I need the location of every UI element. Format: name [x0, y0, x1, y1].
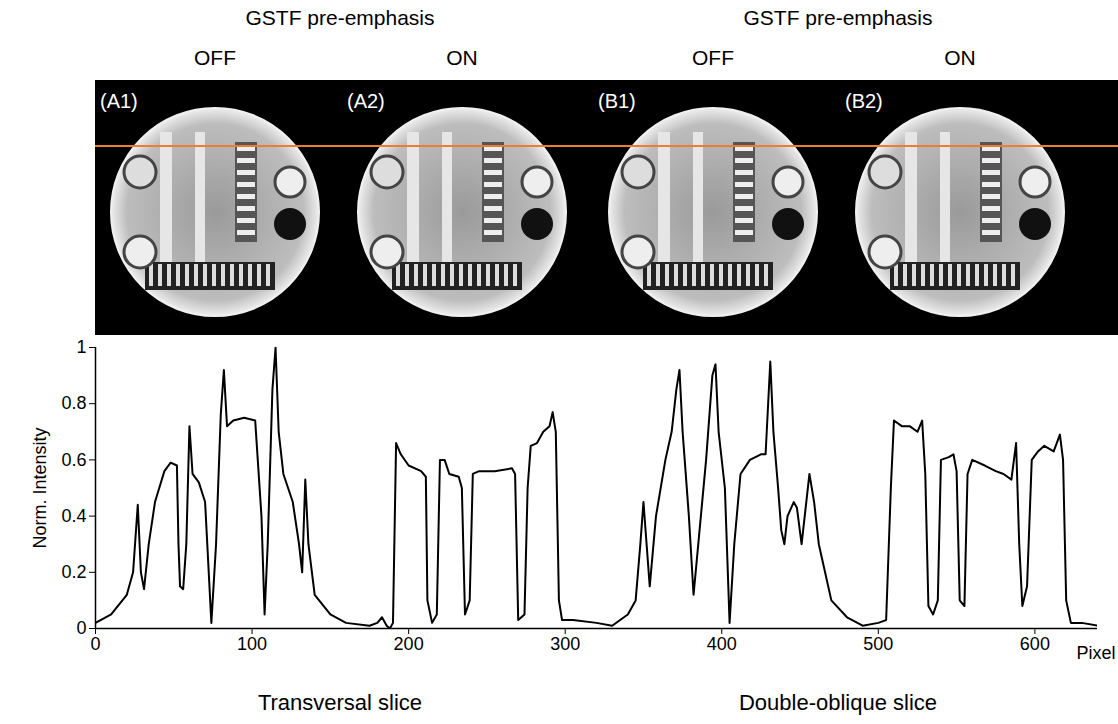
svg-text:(A1): (A1): [100, 90, 138, 112]
svg-text:200: 200: [394, 634, 424, 654]
html-text:OFF: OFF: [692, 46, 734, 69]
svg-text:(B1): (B1): [598, 90, 636, 112]
svg-text:600: 600: [1020, 634, 1050, 654]
html-text:OFF: OFF: [194, 46, 236, 69]
html-text:GSTF pre-emphasis: GSTF pre-emphasis: [743, 6, 933, 29]
svg-text:500: 500: [863, 634, 893, 654]
svg-text:(B2): (B2): [845, 90, 883, 112]
svg-text:0.4: 0.4: [61, 506, 86, 526]
svg-text:300: 300: [550, 634, 580, 654]
html-text:Double-oblique slice: Double-oblique slice: [738, 690, 938, 715]
html-text:Transversal slice: Transversal slice: [257, 690, 423, 715]
svg-text:0.6: 0.6: [61, 450, 86, 470]
svg-text:(A2): (A2): [347, 90, 385, 112]
svg-text:100: 100: [237, 634, 267, 654]
html-text:ON: ON: [446, 46, 478, 69]
svg-text:0: 0: [90, 634, 100, 654]
svg-text:0.2: 0.2: [61, 562, 86, 582]
html-text:ON: ON: [944, 46, 976, 69]
svg-text:400: 400: [707, 634, 737, 654]
svg-text:Pixel: Pixel: [1076, 643, 1115, 663]
html-text:GSTF pre-emphasis: GSTF pre-emphasis: [245, 6, 435, 29]
svg-text:0: 0: [76, 618, 86, 638]
svg-text:0.8: 0.8: [61, 393, 86, 413]
svg-text:1: 1: [76, 337, 86, 357]
svg-text:Norm. Intensity: Norm. Intensity: [30, 427, 50, 548]
